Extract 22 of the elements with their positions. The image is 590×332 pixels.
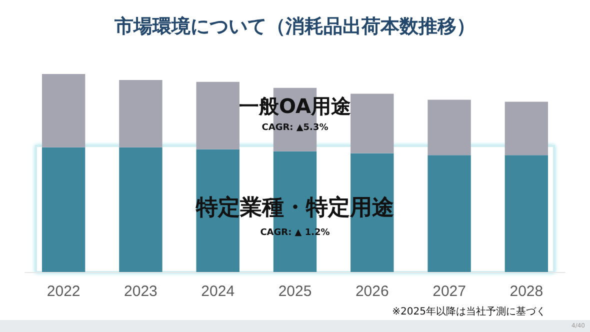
x-tick-label: 2023 bbox=[124, 283, 158, 300]
bar bbox=[428, 100, 471, 156]
x-tick-label: 2025 bbox=[278, 283, 312, 300]
bar bbox=[504, 155, 548, 272]
chart-title: 市場環境について（消耗品出荷本数推移） bbox=[114, 16, 476, 38]
x-tick-label: 2022 bbox=[46, 283, 80, 300]
bar bbox=[119, 80, 162, 148]
x-tick-label: 2024 bbox=[201, 283, 235, 300]
bar bbox=[350, 94, 394, 154]
annotation: 一般OA用途 bbox=[239, 94, 351, 118]
x-tick-label: 2028 bbox=[510, 283, 544, 300]
bar bbox=[428, 155, 471, 272]
text: ※2025年以降は当社予測に基づく bbox=[392, 306, 546, 318]
bar bbox=[350, 153, 394, 272]
bar bbox=[196, 149, 240, 272]
bar bbox=[119, 147, 162, 272]
bar bbox=[42, 147, 86, 272]
x-tick-label: 2026 bbox=[355, 283, 389, 300]
bar bbox=[196, 82, 240, 150]
x-tick-label: 2027 bbox=[432, 283, 466, 300]
bar bbox=[42, 74, 86, 148]
bar bbox=[504, 102, 548, 156]
